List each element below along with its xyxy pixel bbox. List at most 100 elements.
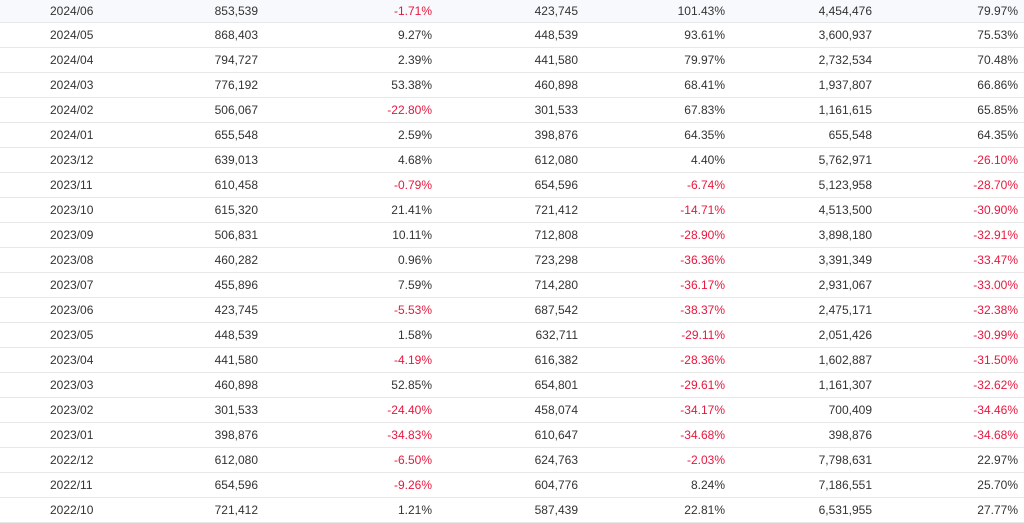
value-cell-c6: -28.70% (973, 178, 1018, 192)
value-cell-c2: -5.53% (393, 303, 432, 317)
month-cell: 2022/10 (50, 503, 94, 517)
value-cell-c6: 79.97% (977, 4, 1018, 18)
value-cell-c5: 4,513,500 (818, 203, 872, 217)
value-cell-c2: 0.96% (397, 253, 432, 267)
value-cell-c4: -38.37% (680, 303, 725, 317)
value-cell-c1: 615,320 (214, 203, 258, 217)
value-cell-c3: 723,298 (534, 253, 578, 267)
value-cell-c2: -24.40% (387, 403, 432, 417)
table-row: 2024/01 655,548 2.59% 398,876 64.35% 655,548 6… (0, 123, 1024, 148)
value-cell-c6: -30.90% (973, 203, 1018, 217)
month-cell: 2023/04 (50, 353, 94, 367)
value-cell-c3: 654,801 (534, 378, 578, 392)
value-cell-c5: 398,876 (828, 428, 872, 442)
value-cell-c4: -6.74% (686, 178, 725, 192)
value-cell-c1: 610,458 (214, 178, 258, 192)
value-cell-c2: 2.39% (397, 53, 432, 67)
value-cell-c6: -34.68% (973, 428, 1018, 442)
value-cell-c4: -36.36% (680, 253, 725, 267)
table-row: 2022/12 612,080 -6.50% 624,763 -2.03% 7,798,6… (0, 448, 1024, 473)
value-cell-c1: 301,533 (214, 403, 258, 417)
value-cell-c2: 1.58% (397, 328, 432, 342)
table-row: 2023/04 441,580 -4.19% 616,382 -28.36% 1,602,… (0, 348, 1024, 373)
table-row: 2023/07 455,896 7.59% 714,280 -36.17% 2,931,0… (0, 273, 1024, 298)
value-cell-c2: -6.50% (393, 453, 432, 467)
value-cell-c3: 632,711 (535, 328, 579, 342)
value-cell-c2: -22.80% (387, 103, 432, 117)
month-cell: 2023/03 (50, 378, 94, 392)
value-cell-c6: 65.85% (977, 103, 1018, 117)
value-cell-c1: 655,548 (214, 128, 258, 142)
table-row: 2022/11 654,596 -9.26% 604,776 8.24% 7,186,55… (0, 473, 1024, 498)
table-row: 2024/05 868,403 9.27% 448,539 93.61% 3,600,93… (0, 23, 1024, 48)
value-cell-c5: 2,051,426 (818, 328, 872, 342)
value-cell-c3: 301,533 (534, 103, 578, 117)
value-cell-c5: 7,798,631 (818, 453, 872, 467)
value-cell-c4: 8.24% (690, 478, 725, 492)
value-cell-c3: 458,074 (534, 403, 578, 417)
table-row: 2023/08 460,282 0.96% 723,298 -36.36% 3,391,3… (0, 248, 1024, 273)
value-cell-c6: 70.48% (977, 53, 1018, 67)
value-cell-c5: 2,475,171 (818, 303, 872, 317)
value-cell-c5: 1,161,307 (818, 378, 872, 392)
value-cell-c6: -32.38% (973, 303, 1018, 317)
value-cell-c1: 448,539 (214, 328, 258, 342)
value-cell-c1: 654,596 (214, 478, 258, 492)
table-row: 2024/03 776,192 53.38% 460,898 68.41% 1,937,8… (0, 73, 1024, 98)
value-cell-c6: -26.10% (973, 153, 1018, 167)
value-cell-c4: 67.83% (684, 103, 725, 117)
value-cell-c1: 441,580 (214, 353, 258, 367)
value-cell-c1: 794,727 (214, 53, 258, 67)
value-cell-c4: -14.71% (680, 203, 725, 217)
table-row: 2023/12 639,013 4.68% 612,080 4.40% 5,762,971… (0, 148, 1024, 173)
value-cell-c4: 64.35% (684, 128, 725, 142)
value-cell-c5: 3,600,937 (818, 28, 872, 42)
month-cell: 2024/05 (50, 28, 94, 42)
value-cell-c6: -30.99% (973, 328, 1018, 342)
value-cell-c5: 2,732,534 (818, 53, 872, 67)
value-cell-c4: 22.81% (684, 503, 725, 517)
value-cell-c3: 721,412 (534, 203, 578, 217)
value-cell-c6: 75.53% (977, 28, 1018, 42)
table-row: 2023/05 448,539 1.58% 632,711 -29.11% 2,051,4… (0, 323, 1024, 348)
month-cell: 2023/09 (50, 228, 94, 242)
month-cell: 2023/05 (50, 328, 94, 342)
table-row: 2023/06 423,745 -5.53% 687,542 -38.37% 2,475,… (0, 298, 1024, 323)
value-cell-c5: 700,409 (828, 403, 872, 417)
month-cell: 2024/02 (50, 103, 94, 117)
value-cell-c4: -29.11% (681, 328, 725, 342)
value-cell-c3: 714,280 (534, 278, 578, 292)
value-cell-c2: 10.11% (392, 228, 432, 242)
value-cell-c2: 53.38% (391, 78, 432, 92)
value-cell-c2: -9.26% (393, 478, 432, 492)
value-cell-c4: -36.17% (680, 278, 725, 292)
table-row: 2024/02 506,067 -22.80% 301,533 67.83% 1,161,… (0, 98, 1024, 123)
value-cell-c5: 5,123,958 (818, 178, 872, 192)
value-cell-c3: 616,382 (534, 353, 578, 367)
value-cell-c4: -28.90% (680, 228, 725, 242)
value-cell-c1: 506,831 (214, 228, 258, 242)
month-cell: 2023/12 (50, 153, 94, 167)
table-row: 2023/01 398,876 -34.83% 610,647 -34.68% 398,8… (0, 423, 1024, 448)
value-cell-c6: -32.91% (973, 228, 1018, 242)
value-cell-c4: -34.17% (680, 403, 725, 417)
value-cell-c2: 1.21% (397, 503, 432, 517)
value-cell-c6: -33.47% (973, 253, 1018, 267)
value-cell-c5: 5,762,971 (818, 153, 872, 167)
table-row: 2023/03 460,898 52.85% 654,801 -29.61% 1,161,… (0, 373, 1024, 398)
value-cell-c5: 4,454,476 (818, 4, 872, 18)
value-cell-c3: 612,080 (534, 153, 578, 167)
table-row: 2023/11 610,458 -0.79% 654,596 -6.74% 5,123,9… (0, 173, 1024, 198)
month-cell: 2023/07 (50, 278, 94, 292)
month-cell: 2023/10 (50, 203, 94, 217)
table-row: 2024/04 794,727 2.39% 441,580 79.97% 2,732,53… (0, 48, 1024, 73)
value-cell-c2: -1.71% (393, 4, 432, 18)
value-cell-c1: 853,539 (214, 4, 258, 18)
table-row: 2023/10 615,320 21.41% 721,412 -14.71% 4,513,… (0, 198, 1024, 223)
value-cell-c5: 1,937,807 (818, 78, 872, 92)
value-cell-c6: 25.70% (977, 478, 1018, 492)
month-cell: 2023/02 (50, 403, 94, 417)
value-cell-c2: 2.59% (397, 128, 432, 142)
value-cell-c2: 21.41% (391, 203, 432, 217)
